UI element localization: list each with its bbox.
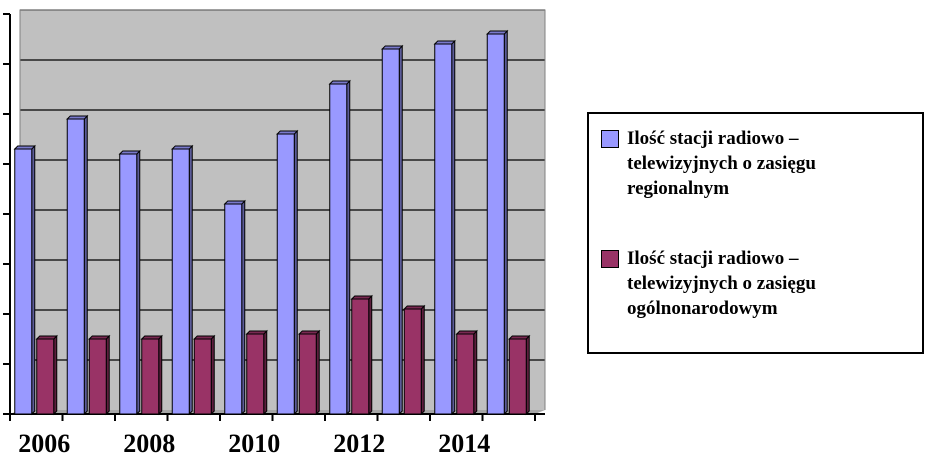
bar-regional-2012 [328,79,351,416]
x-tick-label: 2006 [18,429,70,458]
bar-regional-2014 [433,39,456,416]
x-tick-label: 2014 [438,429,490,458]
bar-national-2012 [350,294,373,416]
bar-national-2008 [140,334,163,416]
legend-item-national: Ilość stacji radiowo – telewizyjnych o z… [601,246,907,321]
bar-national-2011 [298,329,321,416]
bar-regional-2015 [486,29,509,416]
legend-item-regional: Ilość stacji radiowo – telewizyjnych o z… [601,126,907,201]
legend-label-national: Ilość stacji radiowo – telewizyjnych o z… [627,248,816,319]
legend-label-regional: Ilość stacji radiowo – telewizyjnych o z… [627,128,816,199]
x-tick-label: 2008 [123,429,175,458]
bar-regional-2006 [13,144,36,416]
bar-regional-2011 [276,129,299,416]
legend-swatch-regional [601,130,619,148]
bars [13,29,531,416]
bar-national-2015 [508,334,531,416]
legend: Ilość stacji radiowo – telewizyjnych o z… [587,112,924,354]
bar-national-2006 [35,334,58,416]
chart: 2006 2008 2010 2012 2014 [3,9,546,458]
legend-swatch-national [601,250,619,268]
x-tick-label: 2010 [228,429,280,458]
bar-regional-2007 [66,114,89,416]
bar-national-2009 [193,334,216,416]
x-tick-label: 2012 [333,429,385,458]
bar-national-2014 [455,329,478,416]
bar-national-2013 [403,304,426,416]
x-axis-tick-labels: 2006 2008 2010 2012 2014 [18,429,490,458]
y-axis-ticks [3,13,10,415]
x-axis-ticks [9,414,536,421]
bar-national-2010 [245,329,268,416]
bar-regional-2008 [118,149,141,416]
bar-regional-2009 [171,144,194,416]
bar-regional-2010 [223,199,246,416]
bar-national-2007 [88,334,111,416]
bar-regional-2013 [381,44,404,416]
